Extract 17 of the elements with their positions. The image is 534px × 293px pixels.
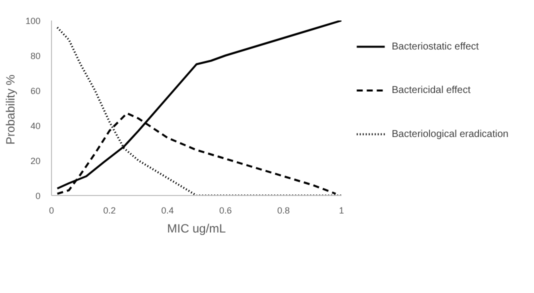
y-tick-label: 0 — [35, 191, 41, 201]
y-tick-label: 100 — [25, 16, 41, 26]
legend-label: Bacteriostatic effect — [392, 41, 480, 52]
x-axis-title: MIC ug/mL — [167, 222, 226, 236]
y-axis-title: Probability % — [3, 74, 18, 145]
x-tick-label: 1 — [338, 206, 344, 216]
y-tick-label: 20 — [30, 156, 41, 166]
x-tick-label: 0.2 — [103, 206, 116, 216]
y-tick-label: 40 — [30, 121, 41, 131]
x-tick-label: 0.6 — [219, 206, 232, 216]
y-tick-label: 80 — [30, 51, 41, 61]
y-tick-label: 60 — [30, 86, 41, 96]
legend-label: Bacteriological eradication — [392, 128, 508, 140]
x-tick-label: 0.8 — [277, 206, 290, 216]
x-tick-label: 0 — [48, 206, 54, 216]
legend-label: Bactericidal effect — [392, 85, 471, 96]
x-tick-label: 0.4 — [161, 206, 174, 216]
